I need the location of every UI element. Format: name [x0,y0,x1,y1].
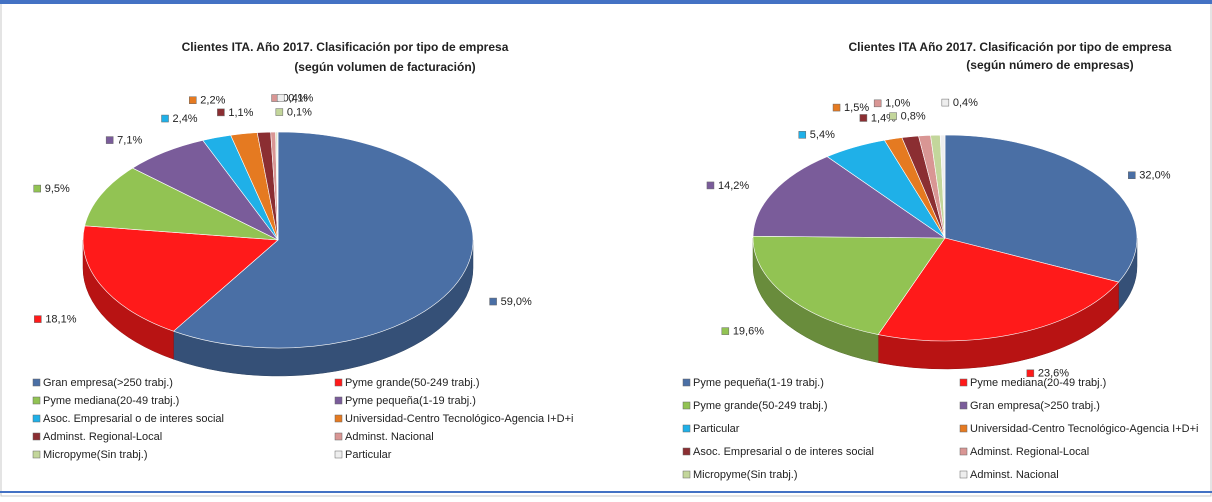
data-label: 1,0% [885,98,910,110]
label-swatch [1026,369,1035,378]
slice [752,235,946,335]
data-label: 32,0% [1139,170,1170,182]
data-label: 2,4% [173,113,198,125]
legend-swatch [959,424,968,433]
legend-swatch [682,424,691,433]
label-swatch [105,136,114,144]
data-label: 0,1% [287,106,312,118]
label-swatch [33,184,41,193]
label-swatch [859,114,868,122]
label-swatch [275,108,284,116]
legend-label: Asoc. Empresarial o de interes social [43,413,224,425]
data-label: 59,0% [501,296,532,308]
data-label: 1,1% [228,107,253,119]
legend-label: Gran empresa(>250 trabj.) [970,400,1100,412]
data-label: 5,4% [810,129,835,141]
legend-label: Universidad-Centro Tecnológico-Agencia I… [345,413,573,425]
chart-title: Clientes ITA. Año 2017. Clasificación po… [182,40,509,54]
legend-swatch [959,470,968,479]
slice [82,225,279,332]
data-label: 0,4% [283,92,308,104]
legend-label: Pyme pequeña(1-19 trabj.) [693,377,824,389]
data-label: 18,1% [45,314,76,326]
slice [84,167,279,241]
legend-label: Micropyme(Sin trabj.) [693,469,798,481]
legend-swatch [959,401,968,410]
label-swatch [189,96,197,104]
label-swatch [34,315,42,323]
frame-top [0,0,1212,4]
data-label: 14,2% [718,180,749,192]
data-label: 0,4% [953,97,978,109]
slice [944,134,1138,283]
label-swatch [941,98,950,107]
legend-swatch [959,447,968,456]
data-label: 7,1% [117,135,142,147]
legend-label: Adminst. Regional-Local [43,431,162,443]
label-swatch [832,103,841,112]
legend-swatch [959,378,968,387]
label-swatch [706,181,715,190]
label-swatch [489,297,497,306]
data-label: 9,5% [45,183,70,195]
label-swatch [217,108,225,117]
legend-label: Universidad-Centro Tecnológico-Agencia I… [970,423,1198,435]
legend-swatch [334,450,343,459]
legend-swatch [32,378,41,387]
slice [276,131,279,241]
slice [172,131,474,349]
legend-swatch [682,378,691,387]
legend-label: Particular [345,449,392,461]
legend-label: Micropyme(Sin trabj.) [43,449,148,461]
label-swatch [161,114,169,123]
legend-label: Pyme mediana(20-49 trabj.) [970,377,1106,389]
legend-swatch [682,401,691,410]
slice [877,237,1120,342]
label-swatch [798,131,807,139]
legend-swatch [32,450,41,459]
legend-label: Adminst. Nacional [970,469,1059,481]
legend-swatch [334,378,343,387]
legend-label: Particular [693,423,740,435]
legend-swatch [682,447,691,456]
slice [752,156,946,239]
legend-swatch [32,432,41,441]
label-swatch [889,112,897,120]
chart-subtitle: (según volumen de facturación) [294,60,475,74]
legend-label: Gran empresa(>250 trabj.) [43,377,173,389]
legend-swatch [334,432,343,441]
data-label: 1,5% [844,102,869,114]
legend-label: Pyme grande(50-249 trabj.) [693,400,828,412]
slice [939,134,946,239]
data-label: 19,6% [733,326,764,338]
legend-label: Pyme pequeña(1-19 trabj.) [345,395,476,407]
legend-label: Asoc. Empresarial o de interes social [693,446,874,458]
data-label: 23,6% [1038,368,1069,380]
chart-subtitle: (según número de empresas) [966,58,1133,72]
legend-label: Pyme grande(50-249 trabj.) [345,377,480,389]
label-swatch [1128,171,1136,179]
legend-swatch [682,470,691,479]
data-label: 2,2% [200,95,225,107]
data-label: 0,8% [901,111,926,123]
legend-label: Pyme mediana(20-49 trabj.) [43,395,179,407]
label-swatch [873,99,882,108]
legend-label: Adminst. Regional-Local [970,446,1089,458]
legend-swatch [334,414,343,423]
label-swatch [721,327,730,335]
legend-label: Adminst. Nacional [345,431,434,443]
label-swatch [276,94,285,102]
legend-swatch [32,414,41,423]
chart-title: Clientes ITA Año 2017. Clasificación por… [849,40,1172,54]
data-label: 0,1% [288,92,313,104]
legend-swatch [32,396,41,405]
legend-swatch [334,396,343,405]
